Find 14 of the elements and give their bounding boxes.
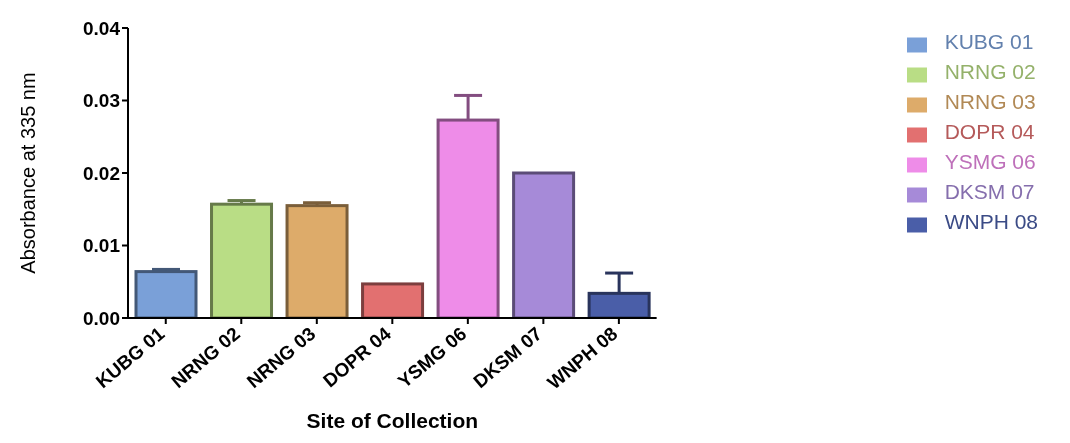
legend-label: DKSM 07 (944, 180, 1035, 203)
legend-label: NRNG 03 (944, 90, 1036, 113)
y-tick-label: 0.04 (83, 17, 121, 39)
legend-label: KUBG 01 (944, 30, 1034, 53)
y-axis-title: Absorbance at 335 nm (17, 72, 40, 274)
y-tick-label: 0.02 (83, 162, 120, 184)
legend-label: WNPH 08 (944, 210, 1038, 233)
legend-label: NRNG 02 (944, 60, 1036, 83)
legend-label: YSMG 06 (944, 150, 1036, 173)
y-tick-label: 0.03 (83, 90, 120, 112)
y-tick-label: 0.01 (83, 235, 121, 257)
y-tick-label: 0.00 (83, 307, 120, 329)
legend-label: DOPR 04 (944, 120, 1035, 143)
x-axis-title: Site of Collection (306, 409, 479, 432)
